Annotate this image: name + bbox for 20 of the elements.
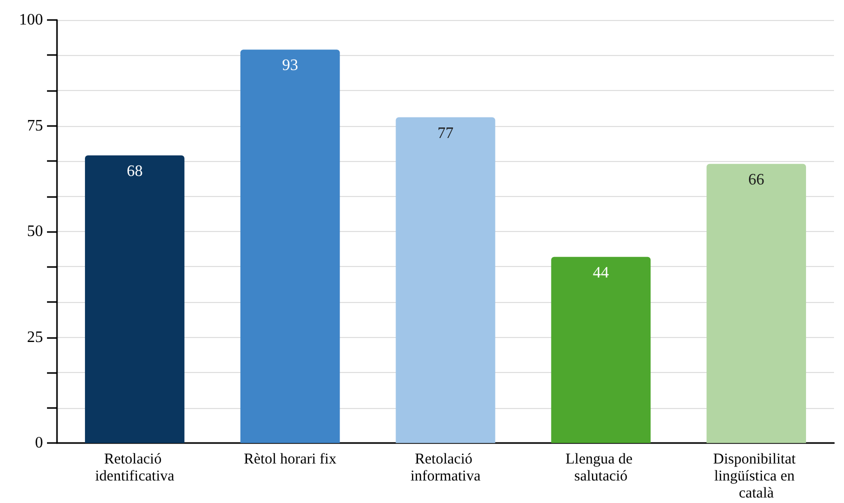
y-tick-label: 50 <box>27 223 43 240</box>
x-tick-label: Llengua de salutació <box>565 452 636 484</box>
x-tick-label: Disponibilitat lingüística en català <box>713 452 800 502</box>
y-tick-label: 25 <box>27 328 43 346</box>
bar <box>396 117 496 443</box>
bar <box>551 256 651 443</box>
x-tick-label: Retolació identificativa <box>95 452 175 484</box>
data-label: 68 <box>126 162 143 180</box>
y-tick-label: 0 <box>35 434 43 452</box>
x-tick-label: Retolació informativa <box>410 452 481 484</box>
bar <box>240 50 340 443</box>
bar <box>706 164 806 443</box>
y-tick-label: 75 <box>27 117 43 134</box>
data-label: 44 <box>592 264 609 282</box>
y-tick-label: 100 <box>19 12 43 28</box>
data-label: 93 <box>282 57 298 74</box>
x-tick-label: Rètol horari fix <box>244 452 337 468</box>
data-label: 77 <box>438 124 454 142</box>
data-label: 66 <box>748 171 764 188</box>
bar <box>84 155 184 443</box>
